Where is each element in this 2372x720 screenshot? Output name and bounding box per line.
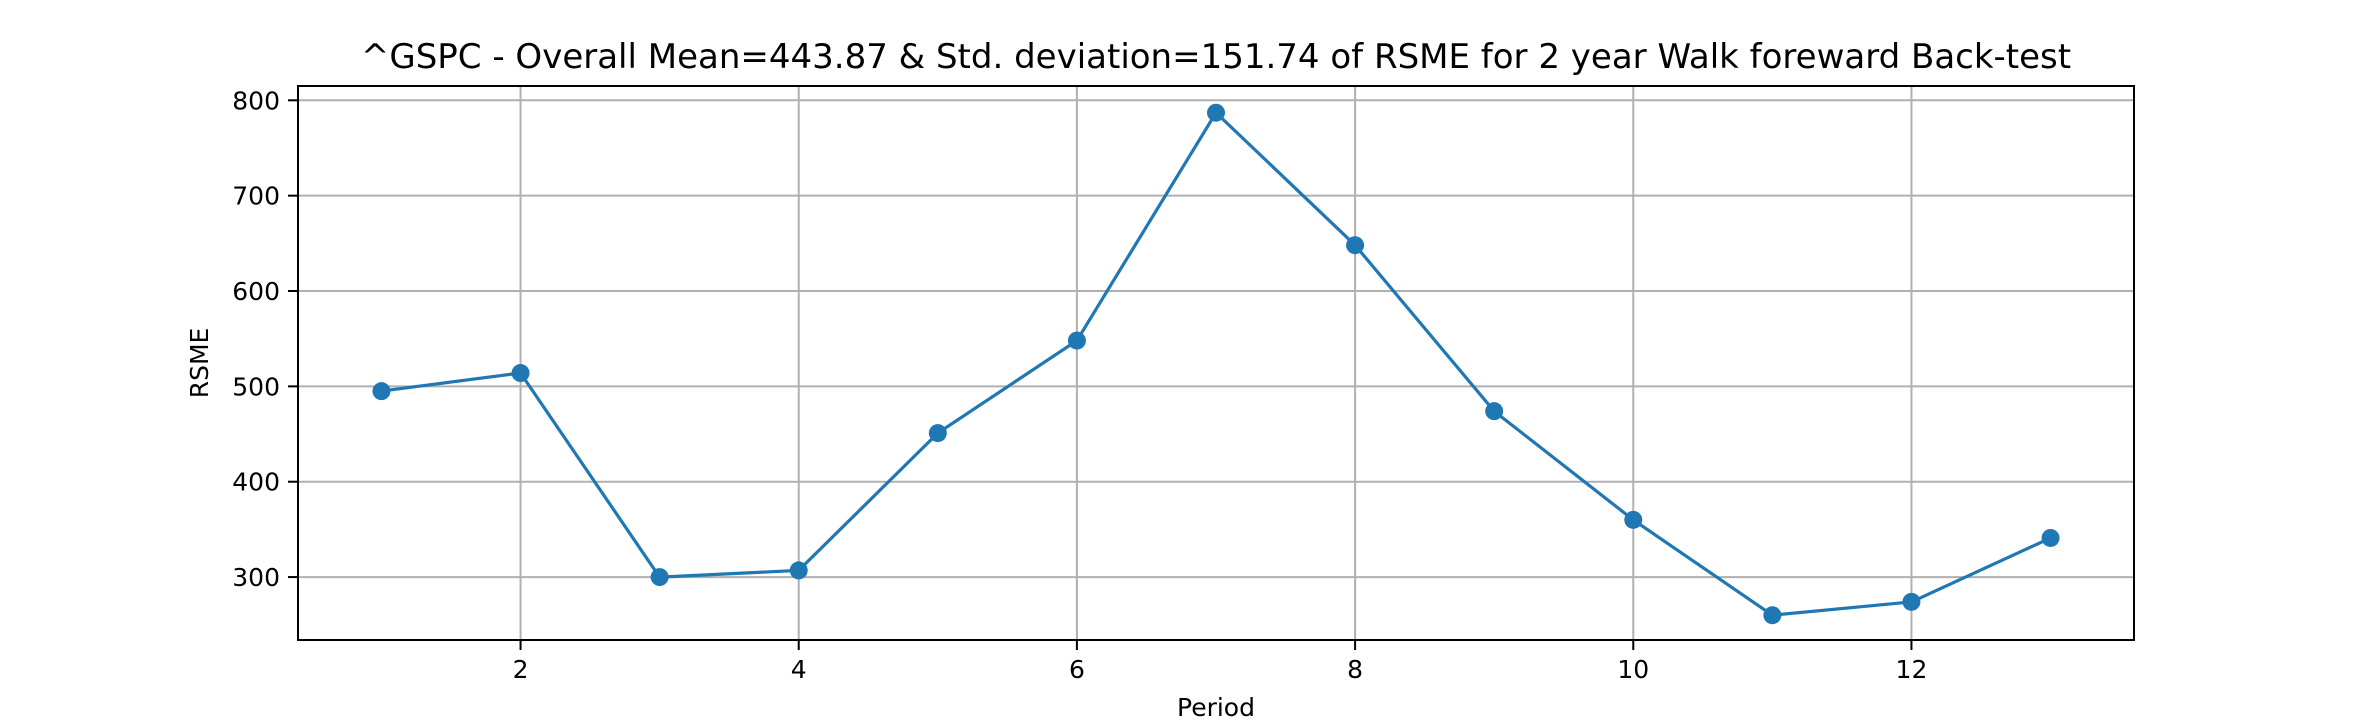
x-axis-label: Period xyxy=(1177,693,1255,720)
y-axis-label: RSME xyxy=(185,328,214,399)
data-point xyxy=(2041,528,2060,547)
y-tick-label: 700 xyxy=(232,182,280,211)
y-tick-label: 400 xyxy=(232,468,280,497)
y-tick-label: 600 xyxy=(232,277,280,306)
x-tick-label: 10 xyxy=(1617,655,1649,684)
data-point xyxy=(511,364,530,383)
series-layer xyxy=(372,103,2060,625)
data-point xyxy=(928,424,947,443)
x-tick-label: 6 xyxy=(1069,655,1085,684)
grid-lines xyxy=(298,86,2134,640)
x-tick-label: 2 xyxy=(513,655,529,684)
x-tick-label: 12 xyxy=(1896,655,1928,684)
data-point xyxy=(1763,606,1782,625)
y-tick-label: 800 xyxy=(232,86,280,115)
series-line xyxy=(381,111,2052,617)
axis-ticks: 2 4 6 8 10 12 300 400 500 600 700 800 xyxy=(232,86,1927,684)
data-point xyxy=(1067,331,1086,350)
data-point xyxy=(1485,402,1504,421)
x-tick-label: 8 xyxy=(1347,655,1363,684)
data-point xyxy=(650,568,669,587)
y-tick-label: 300 xyxy=(232,563,280,592)
x-tick-label: 4 xyxy=(791,655,807,684)
data-point xyxy=(1207,103,1225,122)
data-point xyxy=(1902,592,1921,611)
chart-title: ^GSPC - Overall Mean=443.87 & Std. devia… xyxy=(361,37,2071,77)
y-tick-label: 500 xyxy=(232,372,280,401)
data-point xyxy=(789,561,808,580)
data-point xyxy=(1624,510,1643,529)
plot-frame xyxy=(297,85,2135,641)
data-point xyxy=(1346,236,1365,255)
data-point xyxy=(372,382,391,401)
